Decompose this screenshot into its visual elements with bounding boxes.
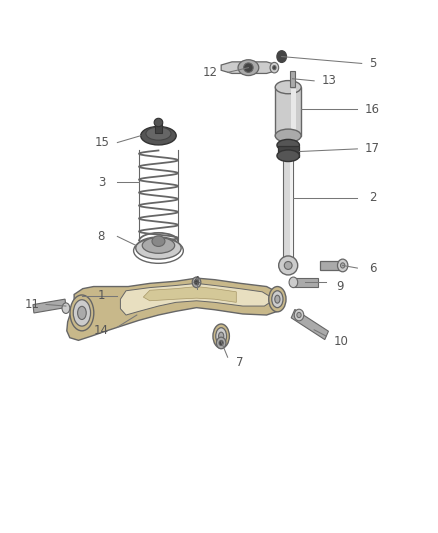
- Text: 10: 10: [334, 335, 349, 348]
- Bar: [291, 89, 296, 134]
- Ellipse shape: [294, 309, 304, 321]
- Ellipse shape: [146, 127, 171, 140]
- Text: 9: 9: [336, 279, 344, 293]
- Polygon shape: [275, 87, 301, 136]
- Ellipse shape: [277, 150, 300, 161]
- Bar: [320, 261, 343, 270]
- Text: 7: 7: [236, 356, 244, 369]
- Bar: [291, 310, 328, 340]
- Bar: [278, 146, 299, 157]
- Text: 5: 5: [369, 57, 376, 70]
- Bar: [155, 123, 162, 133]
- Ellipse shape: [244, 63, 253, 72]
- Bar: [290, 71, 295, 87]
- Ellipse shape: [238, 60, 259, 76]
- Text: 14: 14: [94, 325, 109, 337]
- Ellipse shape: [289, 277, 298, 288]
- Text: 13: 13: [322, 74, 337, 87]
- Ellipse shape: [141, 126, 176, 145]
- Ellipse shape: [277, 51, 286, 62]
- Ellipse shape: [275, 129, 301, 142]
- Ellipse shape: [340, 263, 345, 268]
- Ellipse shape: [219, 332, 224, 340]
- Text: 15: 15: [95, 136, 110, 149]
- Ellipse shape: [269, 287, 286, 312]
- Ellipse shape: [62, 303, 70, 313]
- Ellipse shape: [73, 300, 91, 326]
- Ellipse shape: [275, 295, 280, 303]
- Text: 11: 11: [25, 298, 40, 311]
- Text: 8: 8: [98, 230, 105, 243]
- Bar: [290, 148, 293, 261]
- Ellipse shape: [152, 236, 165, 246]
- Ellipse shape: [194, 280, 199, 285]
- Text: 4: 4: [193, 275, 200, 288]
- Bar: [293, 278, 318, 287]
- Text: 6: 6: [369, 262, 376, 274]
- Ellipse shape: [338, 259, 348, 272]
- Ellipse shape: [297, 312, 301, 318]
- Polygon shape: [67, 278, 283, 341]
- Ellipse shape: [213, 324, 230, 348]
- Ellipse shape: [136, 237, 181, 259]
- Text: 16: 16: [365, 103, 380, 116]
- Ellipse shape: [192, 277, 201, 288]
- Ellipse shape: [272, 66, 276, 70]
- Ellipse shape: [279, 256, 298, 275]
- Polygon shape: [221, 62, 277, 74]
- Text: 17: 17: [365, 142, 380, 156]
- Ellipse shape: [219, 341, 223, 345]
- Ellipse shape: [284, 262, 292, 269]
- Bar: [283, 146, 293, 262]
- Ellipse shape: [142, 238, 175, 253]
- Ellipse shape: [216, 337, 226, 349]
- Polygon shape: [143, 287, 236, 302]
- Ellipse shape: [216, 328, 226, 344]
- Text: 3: 3: [98, 175, 105, 189]
- Ellipse shape: [275, 80, 301, 94]
- Ellipse shape: [78, 306, 86, 319]
- Ellipse shape: [154, 118, 163, 127]
- Text: 12: 12: [203, 66, 218, 79]
- Ellipse shape: [270, 62, 279, 73]
- Ellipse shape: [272, 291, 283, 308]
- Ellipse shape: [70, 295, 94, 331]
- Text: 1: 1: [98, 289, 105, 302]
- Polygon shape: [120, 284, 270, 315]
- Text: 2: 2: [369, 191, 376, 205]
- Bar: [33, 299, 66, 313]
- Ellipse shape: [277, 140, 300, 151]
